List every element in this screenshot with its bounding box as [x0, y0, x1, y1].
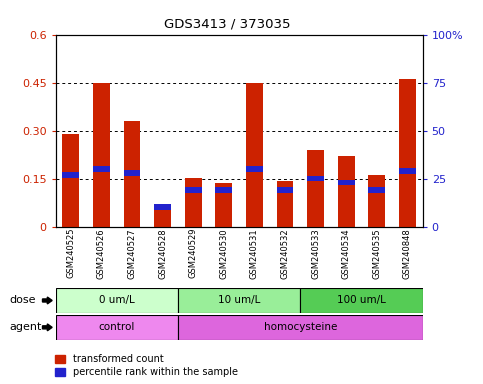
Bar	[277, 187, 293, 193]
Bar	[215, 187, 232, 193]
Bar	[124, 170, 141, 176]
Bar	[185, 187, 201, 193]
Bar	[300, 288, 423, 313]
Bar	[338, 180, 355, 185]
Bar	[154, 204, 171, 227]
Text: 10 um/L: 10 um/L	[218, 295, 260, 306]
Bar	[56, 315, 178, 340]
Bar	[277, 181, 293, 227]
Bar	[246, 166, 263, 172]
Bar	[56, 288, 178, 313]
Bar	[62, 134, 79, 227]
Text: control: control	[99, 322, 135, 333]
Bar	[399, 168, 416, 174]
Bar	[369, 175, 385, 227]
Text: homocysteine: homocysteine	[264, 322, 337, 333]
Bar	[154, 205, 171, 210]
Text: dose: dose	[10, 295, 36, 306]
Bar	[62, 172, 79, 178]
Bar	[93, 83, 110, 227]
Bar	[93, 166, 110, 172]
Text: 0 um/L: 0 um/L	[99, 295, 135, 306]
Bar	[185, 178, 201, 227]
Bar	[307, 150, 324, 227]
Text: GDS3413 / 373035: GDS3413 / 373035	[164, 17, 290, 30]
Bar	[369, 187, 385, 193]
Bar	[178, 315, 423, 340]
Bar	[399, 79, 416, 227]
Legend: transformed count, percentile rank within the sample: transformed count, percentile rank withi…	[53, 353, 240, 379]
Bar	[246, 83, 263, 227]
Bar	[307, 176, 324, 182]
Text: 100 um/L: 100 um/L	[337, 295, 386, 306]
Bar	[178, 288, 300, 313]
Text: agent: agent	[10, 322, 42, 333]
Bar	[124, 121, 141, 227]
Bar	[338, 156, 355, 227]
Bar	[215, 184, 232, 227]
